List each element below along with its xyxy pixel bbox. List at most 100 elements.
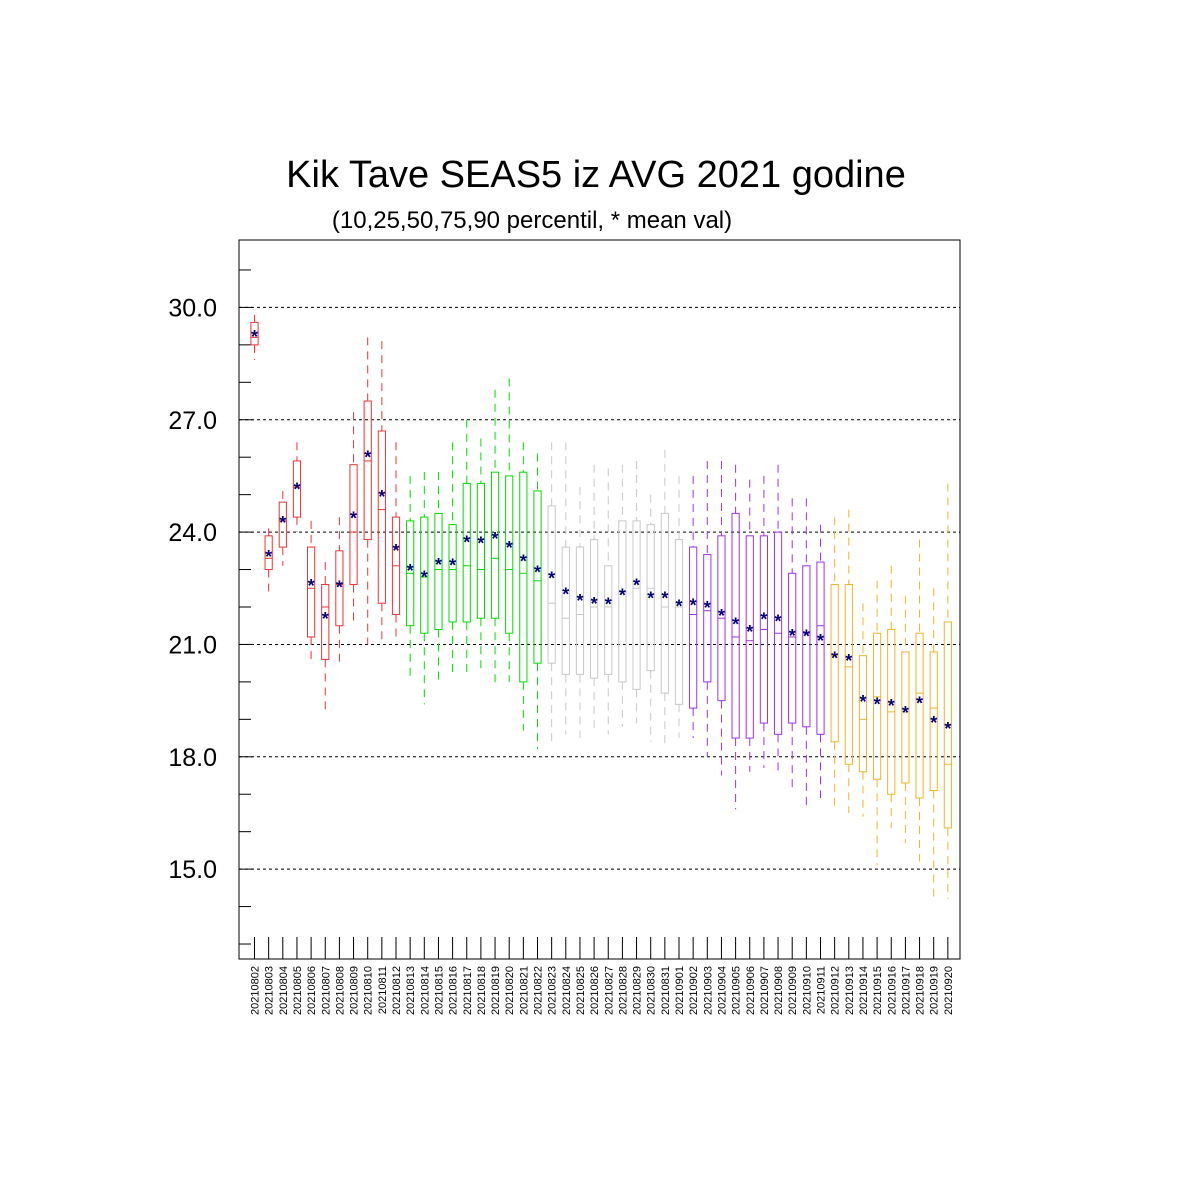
box-20210802	[250, 314, 259, 360]
box-20210819	[490, 389, 500, 686]
box-20210830	[646, 494, 655, 742]
mean-marker: *	[803, 626, 810, 646]
x-tick-label: 20210823	[547, 966, 559, 1015]
box-20210914	[858, 603, 868, 817]
x-tick-label: 20210802	[250, 966, 262, 1015]
box-iqr	[604, 565, 613, 675]
box-20210909	[788, 498, 797, 791]
mean-marker: *	[817, 631, 824, 651]
box-20210828	[618, 464, 627, 727]
x-tick-label: 20210831	[660, 966, 672, 1015]
x-tick-label: 20210817	[462, 966, 474, 1015]
box-20210820	[505, 378, 514, 682]
x-tick-label: 20210814	[419, 966, 431, 1015]
box-20210816	[448, 442, 457, 675]
mean-marker: *	[916, 694, 923, 714]
box-iqr	[448, 524, 457, 623]
box-iqr	[476, 482, 485, 619]
mean-marker: *	[251, 327, 258, 347]
mean-marker: *	[845, 651, 852, 671]
chart-title: Kik Tave SEAS5 iz AVG 2021 godine	[286, 154, 906, 196]
box-20210821	[519, 442, 528, 731]
mean-marker: *	[859, 692, 866, 712]
y-tick-label: 30.0	[168, 294, 217, 322]
box-iqr	[561, 546, 570, 675]
x-tick-label: 20210810	[363, 966, 375, 1015]
x-axis: 20210802 20210803 20210804 20210805 20210806…	[250, 937, 955, 1015]
box-iqr	[788, 572, 797, 724]
mean-marker: *	[364, 447, 371, 467]
x-tick-label: 20210807	[320, 966, 332, 1015]
box-20210810	[363, 337, 372, 645]
mean-marker: *	[463, 532, 470, 552]
box-20210905	[731, 464, 740, 810]
x-tick-label: 20210902	[688, 966, 700, 1015]
mean-marker: *	[902, 703, 909, 723]
box-iqr	[929, 651, 938, 791]
x-tick-label: 20210803	[264, 966, 276, 1015]
box-20210912	[830, 517, 839, 810]
box-iqr	[915, 632, 924, 799]
x-tick-label: 20210827	[603, 966, 615, 1015]
mean-marker: *	[506, 538, 513, 558]
box-iqr	[646, 524, 655, 672]
mean-marker: *	[492, 529, 499, 549]
box-20210906	[745, 479, 754, 772]
x-tick-label: 20210915	[872, 966, 884, 1015]
x-tick-label: 20210911	[816, 966, 828, 1014]
chart-subtitle: (10,25,50,75,90 percentil, * mean val)	[332, 207, 732, 234]
box-20210805	[292, 442, 302, 533]
box-iqr	[434, 512, 443, 630]
mean-marker: *	[690, 596, 697, 616]
mean-marker: *	[322, 609, 329, 629]
box-20210818	[476, 438, 485, 671]
box-20210806	[307, 520, 316, 660]
mean-marker: *	[633, 575, 640, 595]
mean-marker: *	[449, 556, 456, 576]
box-20210907	[759, 475, 768, 769]
x-tick-label: 20210815	[433, 966, 445, 1015]
box-iqr	[533, 490, 542, 664]
mean-marker: *	[661, 589, 668, 609]
box-20210908	[773, 464, 783, 772]
x-tick-label: 20210908	[773, 966, 785, 1015]
box-iqr	[264, 535, 273, 571]
mean-marker: *	[760, 609, 767, 629]
box-iqr	[321, 584, 330, 660]
y-tick-label: 15.0	[168, 856, 217, 884]
mean-marker: *	[293, 480, 300, 500]
y-tick-label: 21.0	[168, 631, 217, 659]
box-20210824	[561, 442, 570, 735]
box-iqr	[943, 621, 952, 829]
x-tick-label: 20210808	[334, 966, 346, 1015]
box-iqr	[844, 584, 853, 765]
mean-marker: *	[562, 584, 569, 604]
x-tick-label: 20210917	[900, 966, 912, 1015]
box-20210814	[420, 472, 429, 705]
box-iqr	[802, 565, 811, 728]
box-iqr	[745, 535, 754, 739]
box-iqr	[363, 400, 372, 541]
box-iqr	[703, 554, 712, 683]
box-20210811	[377, 341, 386, 645]
box-20210910	[802, 498, 811, 810]
x-tick-label: 20210812	[391, 966, 403, 1015]
mean-marker: *	[392, 541, 399, 561]
x-tick-label: 20210906	[745, 966, 757, 1015]
box-20210919	[929, 588, 938, 900]
x-tick-label: 20210909	[787, 966, 799, 1015]
box-iqr	[462, 482, 471, 623]
mean-marker: *	[775, 612, 782, 632]
mean-marker: *	[591, 594, 598, 614]
mean-marker: *	[265, 547, 272, 567]
box-iqr	[816, 561, 825, 735]
box-iqr	[519, 471, 528, 683]
box-20210823	[547, 442, 556, 742]
box-iqr	[901, 651, 910, 784]
box-20210829	[632, 460, 641, 724]
y-tick-label: 24.0	[168, 519, 217, 547]
x-tick-label: 20210910	[801, 966, 813, 1015]
box-20210808	[335, 517, 344, 667]
box-20210831	[660, 449, 669, 746]
mean-marker: *	[576, 591, 583, 611]
